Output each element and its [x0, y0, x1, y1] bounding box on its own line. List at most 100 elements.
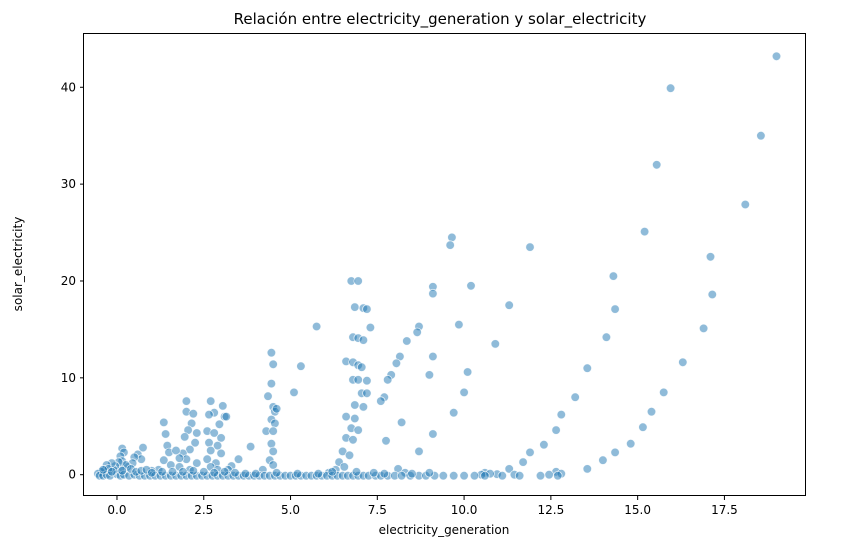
- data-point-85: [341, 411, 351, 422]
- data-point-134: [202, 454, 212, 464]
- data-point-97: [311, 321, 322, 332]
- x-tick-label-1: 2.5: [194, 503, 213, 517]
- data-point-41: [466, 281, 476, 291]
- data-point-249: [469, 471, 480, 481]
- y-tick-label-4: 40: [61, 80, 76, 94]
- x-tick-label-6: 15.0: [624, 503, 651, 517]
- data-point-106: [271, 404, 282, 414]
- x-axis-ticks: 0.0 2.5 5.0 7.5 10.0 12.5 15.0 17.5: [107, 496, 738, 517]
- points-layer: [93, 51, 782, 481]
- plot-frame: [83, 33, 806, 496]
- data-point-88: [353, 425, 363, 435]
- data-point-17: [556, 409, 567, 420]
- data-point-50: [428, 429, 438, 439]
- data-point-144: [179, 432, 190, 442]
- data-point-158: [171, 445, 181, 456]
- data-point-143: [192, 428, 202, 438]
- data-point-99: [289, 387, 299, 398]
- data-point-102: [266, 378, 277, 389]
- data-point-36: [447, 232, 457, 243]
- data-point-70: [362, 304, 372, 314]
- y-tick-label-2: 20: [61, 274, 76, 288]
- x-tick-label-4: 10.0: [451, 503, 478, 517]
- data-point-281: [424, 468, 435, 478]
- data-point-246: [438, 471, 449, 481]
- data-point-156: [159, 455, 169, 465]
- data-point-276: [327, 467, 337, 477]
- data-point-266: [188, 466, 199, 476]
- data-point-262: [146, 468, 157, 478]
- data-point-162: [138, 442, 148, 453]
- data-point-3: [652, 160, 662, 170]
- data-point-20: [626, 439, 636, 449]
- data-point-272: [251, 469, 261, 479]
- data-point-269: [219, 467, 230, 477]
- data-point-111: [266, 439, 277, 449]
- data-point-92: [344, 450, 355, 461]
- data-point-100: [266, 348, 277, 358]
- data-point-79: [353, 375, 363, 385]
- data-point-49: [449, 408, 459, 418]
- data-point-27: [504, 464, 514, 474]
- data-point-256: [107, 467, 117, 477]
- data-point-13: [582, 363, 593, 373]
- data-point-101: [268, 359, 278, 370]
- data-point-73: [358, 335, 369, 345]
- data-point-14: [659, 387, 669, 398]
- data-point-61: [381, 436, 391, 446]
- data-point-24: [598, 455, 608, 465]
- data-point-278: [369, 468, 379, 478]
- data-point-279: [379, 469, 390, 479]
- data-point-37: [445, 240, 455, 250]
- data-point-22: [610, 447, 620, 458]
- data-point-264: [167, 467, 178, 477]
- data-point-44: [490, 339, 501, 349]
- data-point-253: [535, 471, 546, 481]
- data-point-274: [292, 469, 303, 479]
- data-point-80: [362, 376, 372, 386]
- data-point-103: [263, 391, 273, 401]
- data-point-117: [233, 454, 244, 464]
- chart-title: Relación entre electricity_generation y …: [234, 10, 647, 29]
- x-tick-label-7: 17.5: [711, 503, 738, 517]
- data-point-43: [454, 319, 464, 330]
- data-point-65: [365, 322, 376, 333]
- data-point-55: [391, 358, 402, 369]
- data-point-90: [348, 435, 358, 445]
- data-point-275: [313, 469, 324, 479]
- data-point-108: [270, 418, 280, 429]
- data-point-126: [214, 419, 225, 430]
- data-point-247: [449, 471, 459, 481]
- data-point-149: [192, 458, 202, 468]
- data-point-19: [551, 425, 561, 435]
- data-point-153: [160, 429, 171, 439]
- data-point-130: [204, 438, 214, 448]
- data-point-128: [209, 428, 219, 438]
- data-point-159: [174, 453, 185, 463]
- data-point-48: [459, 387, 469, 398]
- data-point-7: [608, 271, 619, 281]
- data-point-98: [296, 361, 306, 371]
- data-point-263: [157, 467, 167, 477]
- data-point-59: [376, 396, 386, 406]
- data-point-42: [504, 300, 514, 310]
- data-point-18: [638, 422, 648, 432]
- data-point-254: [553, 471, 563, 481]
- data-point-15: [570, 392, 580, 402]
- data-point-57: [383, 375, 393, 385]
- data-point-38: [525, 242, 535, 252]
- y-tick-label-0: 0: [68, 468, 76, 482]
- data-point-26: [582, 464, 593, 474]
- data-point-116: [245, 441, 256, 452]
- x-tick-label-5: 12.5: [538, 503, 565, 517]
- data-point-124: [204, 409, 214, 420]
- data-point-5: [639, 226, 650, 237]
- data-point-146: [185, 444, 195, 455]
- data-point-10: [698, 323, 709, 334]
- data-point-112: [268, 446, 278, 457]
- data-point-68: [350, 302, 360, 312]
- data-point-273: [271, 468, 282, 478]
- data-point-21: [539, 440, 549, 450]
- y-axis-ticks: 0 10 20 30 40: [61, 80, 84, 482]
- data-point-23: [525, 447, 535, 458]
